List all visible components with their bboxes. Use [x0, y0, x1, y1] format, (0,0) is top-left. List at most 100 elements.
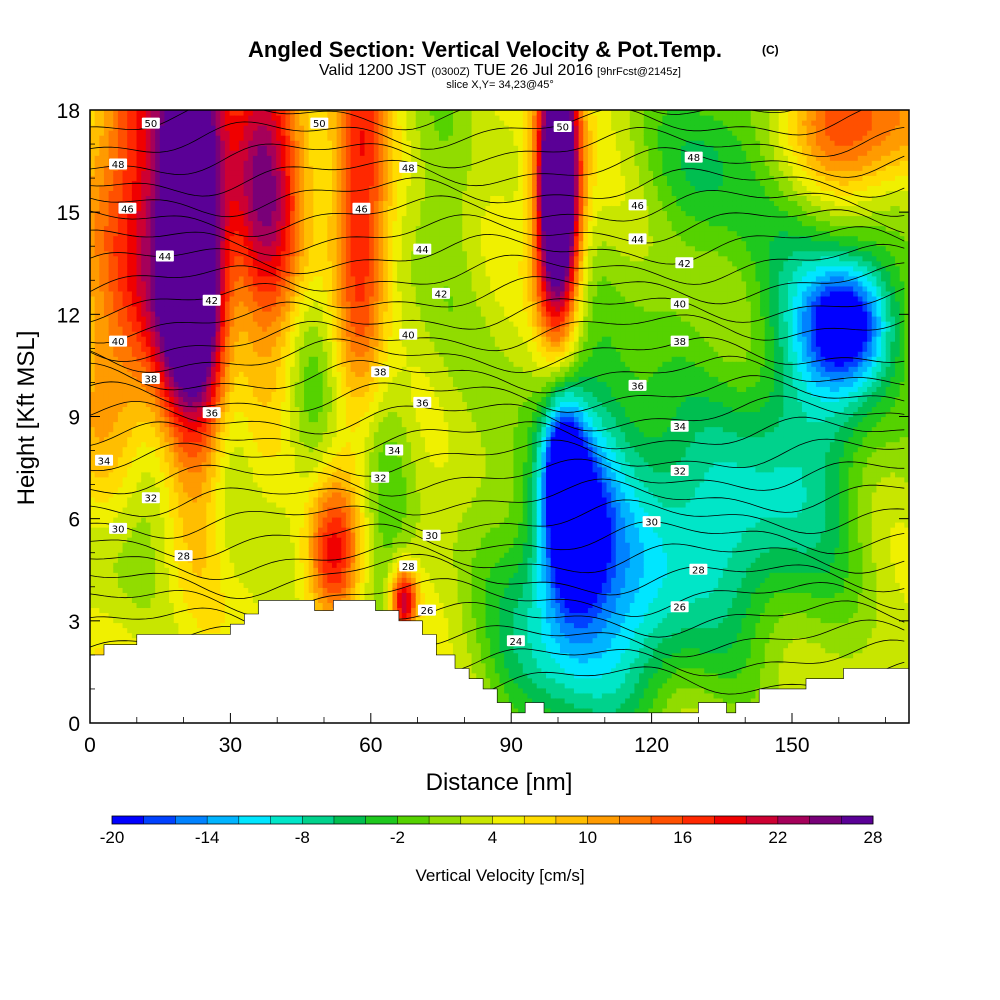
velocity-cell: [229, 270, 235, 277]
velocity-cell: [164, 516, 170, 523]
velocity-cell: [276, 511, 282, 518]
velocity-cell: [131, 406, 138, 413]
velocity-cell: [262, 381, 268, 387]
velocity-cell: [94, 426, 100, 433]
velocity-cell: [136, 190, 142, 197]
velocity-cell: [136, 426, 142, 433]
velocity-cell: [159, 552, 166, 558]
velocity-cell: [276, 371, 282, 377]
velocity-cell: [159, 341, 166, 347]
velocity-cell: [187, 522, 193, 528]
velocity-cell: [94, 486, 100, 493]
velocity-cell: [183, 120, 189, 126]
velocity-cell: [234, 431, 240, 438]
velocity-cell: [234, 230, 240, 237]
velocity-cell: [192, 476, 198, 483]
velocity-cell: [238, 567, 245, 573]
velocity-cell: [169, 496, 175, 503]
velocity-cell: [141, 391, 147, 397]
velocity-cell: [99, 270, 105, 277]
velocity-cell: [276, 456, 282, 463]
velocity-cell: [122, 275, 128, 282]
velocity-cell: [201, 160, 207, 166]
velocity-cell: [117, 632, 124, 639]
velocity-cell: [271, 155, 277, 161]
velocity-cell: [206, 310, 212, 317]
velocity-cell: [187, 331, 193, 337]
velocity-cell: [210, 366, 217, 372]
velocity-cell: [192, 391, 198, 397]
velocity-cell: [145, 110, 152, 116]
velocity-cell: [266, 326, 273, 332]
velocity-cell: [178, 310, 184, 317]
velocity-cell: [243, 120, 249, 126]
velocity-cell: [197, 366, 203, 372]
velocity-cell: [127, 501, 133, 508]
velocity-cell: [94, 295, 100, 302]
velocity-cell: [155, 461, 161, 468]
velocity-cell: [271, 456, 277, 463]
velocity-cell: [206, 235, 212, 242]
velocity-cell: [103, 396, 110, 403]
velocity-cell: [103, 305, 110, 312]
velocity-cell: [145, 195, 152, 202]
velocity-cell: [141, 336, 147, 342]
velocity-cell: [220, 587, 226, 593]
velocity-cell: [234, 160, 240, 166]
velocity-cell: [113, 260, 119, 267]
velocity-cell: [248, 341, 254, 347]
velocity-cell: [276, 245, 282, 252]
velocity-cell: [173, 597, 180, 604]
velocity-cell: [248, 547, 254, 553]
velocity-cell: [103, 627, 110, 634]
velocity-cell: [127, 466, 133, 473]
velocity-cell: [155, 602, 161, 609]
velocity-cell: [159, 542, 166, 548]
velocity-cell: [108, 431, 114, 438]
velocity-cell: [197, 295, 203, 302]
velocity-cell: [192, 537, 198, 543]
velocity-cell: [113, 426, 119, 433]
velocity-cell: [192, 436, 198, 443]
velocity-cell: [155, 627, 161, 634]
velocity-cell: [183, 245, 189, 252]
chart-title-unit: (C): [762, 43, 779, 57]
velocity-cell: [266, 180, 273, 186]
velocity-cell: [252, 542, 259, 548]
velocity-cell: [159, 200, 166, 207]
velocity-cell: [136, 260, 142, 267]
velocity-cell: [150, 552, 156, 558]
velocity-cell: [122, 431, 128, 438]
velocity-cell: [197, 552, 203, 558]
velocity-cell: [150, 235, 156, 242]
velocity-cell: [94, 617, 100, 624]
velocity-cell: [122, 361, 128, 367]
velocity-cell: [150, 426, 156, 433]
velocity-cell: [266, 331, 273, 337]
velocity-cell: [122, 376, 128, 382]
velocity-cell: [257, 481, 263, 488]
velocity-cell: [136, 155, 142, 161]
velocity-cell: [183, 627, 189, 634]
velocity-cell: [262, 366, 268, 372]
velocity-cell: [108, 637, 114, 644]
velocity-cell: [276, 506, 282, 513]
velocity-cell: [201, 205, 207, 212]
velocity-cell: [215, 341, 221, 347]
velocity-cell: [108, 587, 114, 593]
velocity-cell: [197, 215, 203, 222]
velocity-cell: [178, 275, 184, 282]
velocity-cell: [108, 130, 114, 136]
velocity-cell: [257, 386, 263, 392]
velocity-cell: [131, 195, 138, 202]
velocity-cell: [197, 607, 203, 614]
velocity-cell: [257, 371, 263, 377]
velocity-cell: [113, 627, 119, 634]
velocity-cell: [169, 607, 175, 614]
velocity-cell: [206, 552, 212, 558]
velocity-cell: [99, 421, 105, 428]
velocity-cell: [206, 481, 212, 488]
velocity-cell: [210, 371, 217, 377]
velocity-cell: [94, 501, 100, 508]
velocity-cell: [192, 582, 198, 588]
